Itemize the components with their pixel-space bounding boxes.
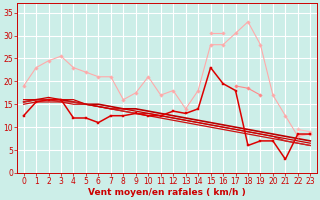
X-axis label: Vent moyen/en rafales ( km/h ): Vent moyen/en rafales ( km/h ) [88, 188, 246, 197]
